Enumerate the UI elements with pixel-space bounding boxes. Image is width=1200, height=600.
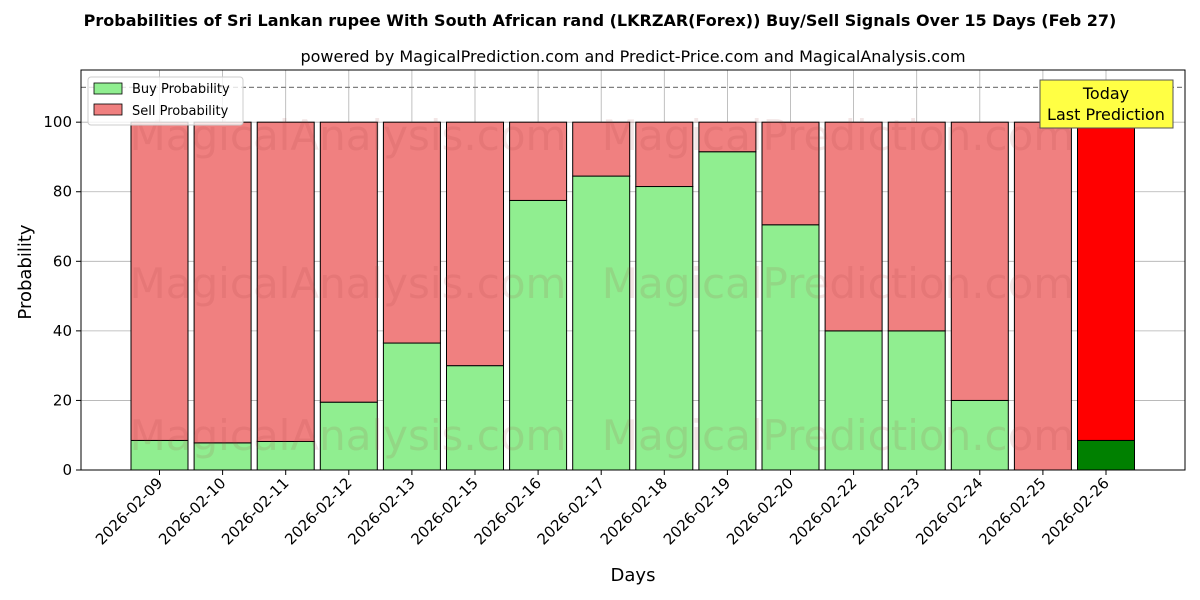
legend-swatch-sell bbox=[93, 103, 123, 116]
x-tick-label: 2026-02-13 bbox=[344, 474, 418, 548]
buy-bar bbox=[698, 151, 757, 471]
x-tick-label: 2026-02-18 bbox=[597, 474, 671, 548]
watermark-layer: MagicalAnalysis.com MagicalPrediction.com… bbox=[130, 111, 1075, 460]
x-tick-label: 2026-02-17 bbox=[534, 474, 608, 548]
y-tick-label: 40 bbox=[53, 322, 72, 340]
bars-layer bbox=[130, 121, 1135, 471]
today-annotation: Today Last Prediction bbox=[1039, 79, 1174, 129]
x-tick-label: 2026-02-09 bbox=[92, 474, 166, 548]
x-tick-label: 2026-02-23 bbox=[849, 474, 923, 548]
buy-bar bbox=[256, 440, 315, 471]
sell-bar bbox=[572, 121, 631, 177]
legend: Buy Probability Sell Probability bbox=[87, 76, 244, 126]
y-tick-label: 80 bbox=[53, 183, 72, 201]
buy-bar bbox=[572, 175, 631, 471]
buy-bar bbox=[1077, 439, 1135, 471]
sell-bar bbox=[761, 121, 820, 226]
watermark-text: MagicalPrediction.com bbox=[602, 411, 1075, 460]
x-tick-label: 2026-02-11 bbox=[218, 474, 292, 548]
legend-label-sell: Sell Probability bbox=[132, 104, 229, 119]
annotation-box bbox=[1039, 79, 1174, 129]
buy-bar bbox=[635, 186, 694, 471]
annotation-line-1: Today bbox=[1082, 84, 1129, 103]
watermark-text: MagicalAnalysis.com bbox=[130, 259, 567, 308]
y-tick-label: 0 bbox=[62, 461, 72, 479]
sell-bar bbox=[382, 121, 441, 344]
sell-bar bbox=[887, 121, 946, 332]
sell-bar bbox=[256, 121, 315, 442]
legend-swatch-buy bbox=[93, 82, 123, 95]
buy-bar bbox=[509, 199, 568, 471]
buy-bar bbox=[319, 401, 378, 471]
x-tick-label: 2026-02-26 bbox=[1038, 474, 1112, 548]
watermark-text: MagicalAnalysis.com bbox=[130, 411, 567, 460]
sell-bar bbox=[698, 121, 757, 153]
sell-bar bbox=[824, 121, 883, 332]
sell-bar bbox=[950, 121, 1009, 401]
chart-subtitle: powered by MagicalPrediction.com and Pre… bbox=[300, 47, 965, 66]
x-tick-label: 2026-02-19 bbox=[660, 474, 734, 548]
y-tick-label: 100 bbox=[43, 113, 72, 131]
x-tick-label: 2026-02-12 bbox=[281, 474, 355, 548]
watermark-text: MagicalPrediction.com bbox=[602, 259, 1075, 308]
plot-frame bbox=[80, 69, 1186, 471]
legend-label-buy: Buy Probability bbox=[132, 82, 230, 97]
sell-bar bbox=[319, 121, 378, 403]
buy-bar bbox=[824, 330, 883, 471]
sell-bar bbox=[130, 121, 189, 441]
x-tick-label: 2026-02-16 bbox=[471, 474, 545, 548]
annotation-line-2: Last Prediction bbox=[1047, 105, 1165, 124]
buy-bar bbox=[761, 224, 820, 471]
sell-bar bbox=[446, 121, 504, 367]
buy-bar bbox=[446, 365, 504, 471]
x-tick-label: 2026-02-20 bbox=[723, 474, 797, 548]
x-axis-label: Days bbox=[611, 565, 656, 586]
x-tick-label: 2026-02-10 bbox=[155, 474, 229, 548]
y-tick-label: 60 bbox=[53, 252, 72, 270]
watermark-text: MagicalPrediction.com bbox=[602, 111, 1075, 160]
x-tick-label: 2026-02-24 bbox=[912, 474, 986, 548]
legend-frame bbox=[87, 76, 244, 126]
y-axis-label: Probability bbox=[15, 224, 36, 319]
sell-bar bbox=[509, 121, 568, 201]
buy-bar bbox=[382, 342, 441, 471]
x-tick-label: 2026-02-25 bbox=[975, 474, 1049, 548]
x-tick-label: 2026-02-15 bbox=[407, 474, 481, 548]
sell-bar bbox=[635, 121, 694, 188]
y-tick-label: 20 bbox=[53, 391, 72, 409]
chart-title: Probabilities of Sri Lankan rupee With S… bbox=[84, 11, 1117, 30]
buy-bar bbox=[887, 330, 946, 471]
x-tick-label: 2026-02-22 bbox=[786, 474, 860, 548]
sell-bar bbox=[1077, 121, 1135, 441]
